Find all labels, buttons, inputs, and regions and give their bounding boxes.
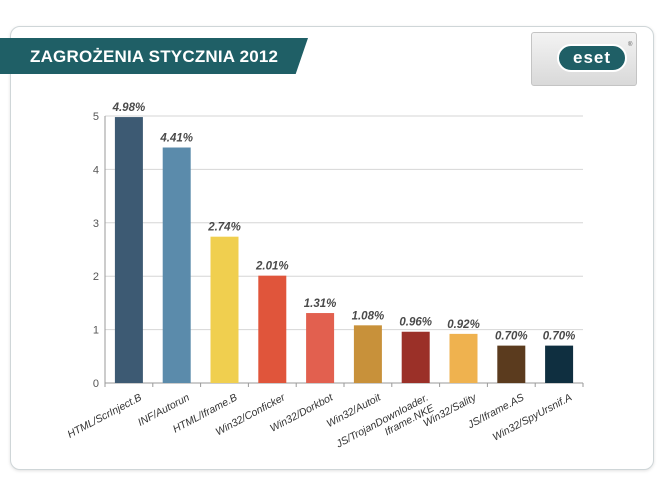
bar <box>497 345 526 383</box>
data-label: 4.98% <box>112 102 146 114</box>
x-tick-label: JS/TrojanDownloader.Iframe.NKE <box>333 391 437 461</box>
data-label: 0.70% <box>543 331 576 343</box>
x-tick-label: Win32/SpyUrsnif.A <box>491 392 574 444</box>
y-tick-label: 5 <box>93 111 99 123</box>
data-label: 0.96% <box>399 317 432 329</box>
data-label: 0.92% <box>447 319 480 331</box>
x-tick-label: HTML/ScrInject.B <box>65 392 143 441</box>
data-label: 1.08% <box>352 310 385 322</box>
bar <box>401 331 430 383</box>
y-tick-label: 4 <box>93 164 99 176</box>
chart-title: ZAGROŻENIA STYCZNIA 2012 <box>30 47 279 66</box>
bar <box>162 147 191 383</box>
bar <box>353 325 382 383</box>
y-tick-label: 1 <box>93 325 99 337</box>
eset-logo: eset <box>557 44 627 72</box>
data-label: 2.01% <box>255 261 289 273</box>
data-label: 4.41% <box>159 133 193 145</box>
bar <box>258 275 287 383</box>
y-tick-label: 0 <box>93 378 99 390</box>
bar <box>545 345 574 383</box>
title-banner <box>0 38 308 74</box>
bar <box>114 117 143 384</box>
y-tick-label: 2 <box>93 271 99 283</box>
data-label: 2.74% <box>207 222 241 234</box>
y-tick-label: 3 <box>93 218 99 230</box>
bar <box>449 333 478 383</box>
bar <box>306 313 335 383</box>
data-label: 1.31% <box>304 298 337 310</box>
logo-trademark: ® <box>628 42 633 48</box>
bar <box>210 236 239 383</box>
data-label: 0.70% <box>495 331 528 343</box>
eset-logo-text: eset <box>572 48 612 67</box>
